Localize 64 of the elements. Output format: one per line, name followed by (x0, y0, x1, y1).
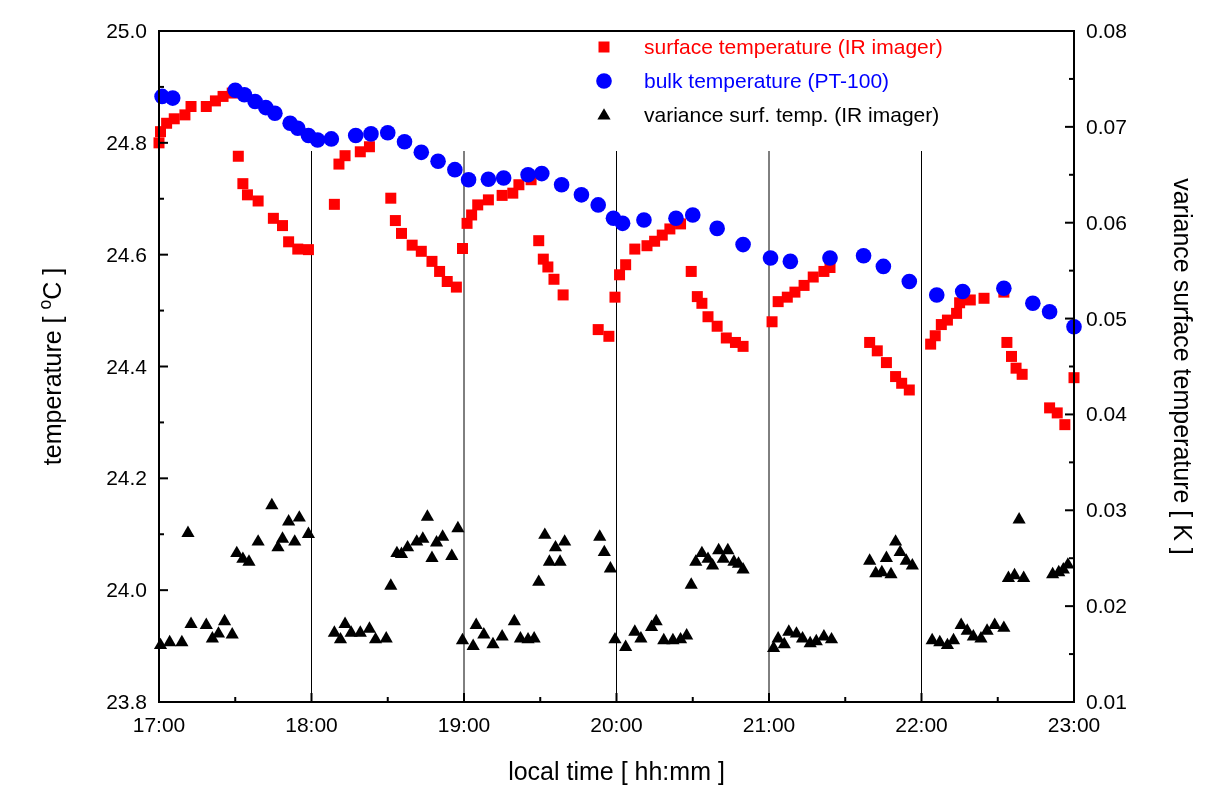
y2-tick-label: 0.04 (1086, 402, 1128, 426)
point (954, 283, 971, 300)
point (573, 187, 590, 203)
point (413, 144, 430, 161)
point (520, 166, 536, 183)
point (822, 250, 838, 266)
y-tick-label: 24.4 (106, 354, 148, 378)
point (1041, 303, 1058, 320)
y-tick-label: 24.6 (106, 242, 147, 266)
x-tick-label: 21:00 (742, 713, 796, 736)
x-tick-label: 20:00 (590, 713, 643, 736)
point (309, 132, 326, 148)
point (480, 171, 497, 187)
y2-tick-label: 0.06 (1086, 210, 1127, 234)
point (447, 161, 463, 178)
point (762, 250, 779, 266)
point (996, 280, 1012, 297)
point (553, 176, 570, 193)
point (668, 210, 684, 227)
y2-tick-label: 0.03 (1086, 498, 1127, 522)
x-tick-label: 23:00 (1047, 713, 1101, 736)
point (684, 207, 701, 223)
y2-tick-label: 0.07 (1086, 114, 1127, 138)
x-tick-label: 17:00 (132, 713, 186, 736)
point (901, 273, 918, 290)
point (735, 236, 751, 253)
y-tick-label: 24.0 (106, 578, 147, 602)
point (430, 153, 446, 170)
x-tick-label: 19:00 (437, 713, 491, 736)
legend-label: bulk temperature (PT-100) (644, 69, 890, 92)
point (533, 165, 550, 182)
point (782, 253, 799, 270)
point (267, 105, 283, 121)
y2-tick-label: 0.01 (1086, 690, 1127, 713)
point (709, 220, 725, 237)
point (363, 126, 379, 142)
point (636, 212, 652, 228)
point (1025, 295, 1041, 312)
point (289, 120, 306, 137)
x-axis-title: local time [ hh:mm ] (508, 757, 725, 785)
point (875, 258, 892, 275)
point (379, 124, 396, 141)
y-tick-label: 24.8 (106, 130, 147, 154)
y2-tick-label: 0.08 (1086, 19, 1127, 42)
point (855, 247, 872, 264)
point (928, 287, 945, 303)
legend-label: variance surf. temp. (IR imager) (644, 103, 940, 126)
point (323, 131, 340, 147)
point (590, 197, 606, 213)
point (614, 215, 631, 232)
y-tick-label: 24.2 (106, 466, 147, 490)
point (164, 90, 181, 106)
y-tick-label: 23.8 (106, 690, 147, 713)
x-tick-label: 18:00 (285, 713, 338, 736)
legend-label: surface temperature (IR imager) (644, 35, 943, 58)
point (495, 170, 512, 186)
point (460, 171, 477, 188)
y-tick-label: 25.0 (106, 19, 147, 42)
point (396, 133, 413, 150)
y2-axis-title: variance surface temperature [ K ] (1169, 178, 1197, 555)
x-tick-label: 22:00 (895, 713, 948, 736)
point (347, 127, 364, 144)
y2-tick-label: 0.05 (1086, 306, 1127, 330)
y2-tick-label: 0.02 (1086, 594, 1127, 618)
